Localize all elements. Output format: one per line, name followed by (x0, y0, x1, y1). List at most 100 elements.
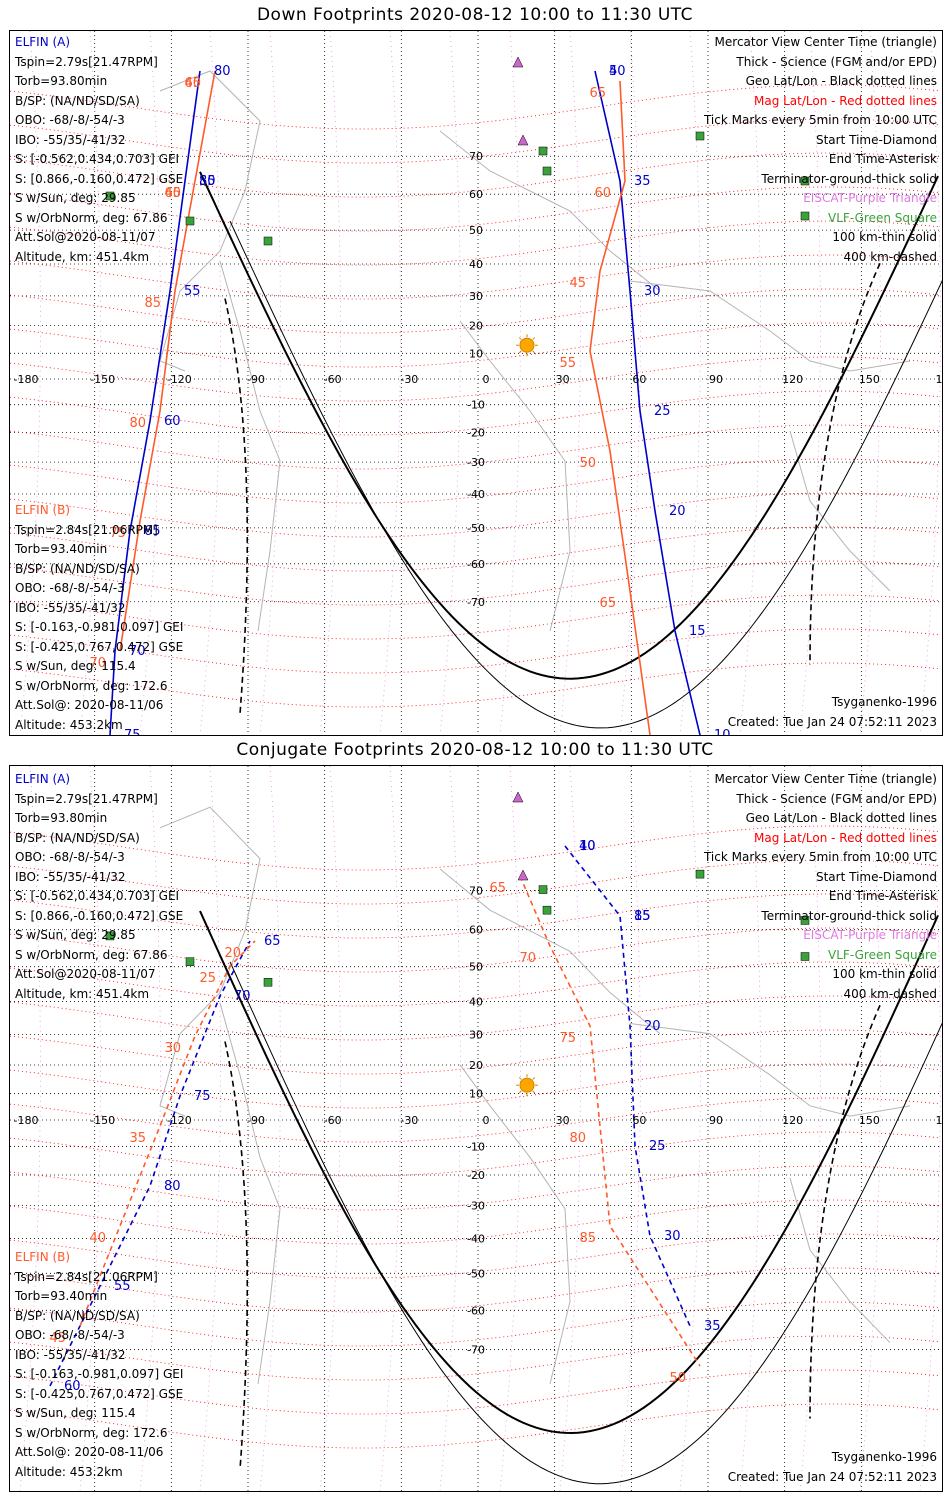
probe-a-tick: 30 (664, 1229, 681, 1244)
lon-tick-label: -180 (14, 1114, 39, 1127)
lon-tick-label: -30 (400, 1114, 418, 1127)
lon-tick-label: 180 (936, 1114, 943, 1127)
lon-tick-label: 180 (936, 373, 943, 386)
probe-b-tick: 45 (164, 186, 181, 201)
vlf-square (695, 869, 705, 879)
probe-a-track (564, 845, 691, 1327)
probe-a-tick: 10 (579, 839, 596, 854)
probe-a-tick: 85 (634, 909, 651, 924)
probe-a-line: B/SP: (NA/ND/SD/SA) (15, 830, 140, 845)
mag-parallel (10, 186, 939, 232)
vlf-square (800, 176, 810, 186)
coastline (789, 430, 891, 592)
probe-b-line: S: [-0.425,0.767,0.472] GSE (15, 639, 184, 654)
legend-item: End Time-Asterisk (828, 152, 937, 166)
mag-meridian (259, 31, 281, 735)
probe-b-line: S w/OrbNorm, deg: 172.6 (15, 678, 168, 693)
probe-a-tick: 10 (714, 728, 731, 735)
probe-a-line: Torb=93.80min (15, 811, 108, 825)
sun-ray (518, 1090, 522, 1094)
coastlines (159, 806, 911, 1385)
probe-a-tick: 70 (234, 989, 251, 1004)
lat-tick-label: -60 (467, 558, 485, 571)
legend-item: 400 km-dashed (843, 986, 937, 1001)
probe-a-line: Altitude, km: 451.4km (15, 986, 150, 1001)
terminator-100km (229, 220, 942, 729)
mag-parallel (10, 825, 939, 871)
probe-b-line: B/SP: (NA/ND/SD/SA) (15, 1308, 140, 1323)
vlf-square (800, 211, 810, 221)
probe-a-line: S: [0.866,-0.160,0.472] GSE (15, 908, 184, 923)
mag-parallel (10, 424, 939, 470)
lat-tick-label: 50 (469, 961, 483, 974)
mag-parallel (10, 288, 939, 334)
terminator (199, 910, 942, 1485)
probe-b-line: S: [-0.425,0.767,0.472] GSE (15, 1386, 184, 1401)
probe-a-tick: 75 (194, 1089, 211, 1104)
terminator-ground (199, 910, 939, 1435)
probe-b-tick: 60 (594, 186, 611, 201)
eiscat-triangle (517, 869, 529, 881)
mag-meridian (799, 31, 821, 735)
legend-item: EISCAT-Purple Triangle (803, 928, 937, 942)
terminator-400km (809, 1004, 881, 1419)
probe-a-tick: 60 (64, 1379, 81, 1394)
panel-1-title: Down Footprints 2020-08-12 10:00 to 11:3… (256, 5, 694, 25)
lon-tick-label: 0 (483, 1114, 490, 1127)
probe-b-track (119, 70, 216, 652)
lon-tick-label: -180 (14, 373, 39, 386)
probe-a-line: Tspin=2.79s[21.47RPM] (15, 791, 158, 806)
model-label: Tsyganenko-1996 (831, 1450, 937, 1464)
probe-b-tick: 55 (559, 356, 576, 371)
probe-a-tick: 65 (144, 524, 161, 539)
mag-parallel (10, 1131, 939, 1177)
probe-a-tick: 25 (649, 1139, 666, 1154)
probe-b-tick: 70 (89, 656, 106, 671)
probe-a-tick: 5 (609, 64, 617, 79)
legend-item: Mercator View Center Time (triangle) (714, 772, 937, 786)
geo-grid (10, 31, 942, 735)
legend-item: Terminator-ground-thick solid (761, 171, 937, 186)
mag-parallel (10, 356, 939, 402)
mag-meridian (439, 31, 461, 735)
legend-item: Start Time-Diamond (815, 132, 937, 147)
legend-item: Tick Marks every 5min from 10:00 UTC (703, 113, 937, 127)
probe-b-tick: 50 (669, 1371, 686, 1386)
mag-parallel (10, 1403, 939, 1449)
mag-parallel (10, 390, 939, 436)
probe-a-line: S: [-0.562,0.434,0.703] GEI (15, 152, 180, 166)
sun-ray (518, 350, 522, 354)
lat-tick-label: 20 (469, 1059, 483, 1072)
lat-tick-label: 40 (469, 996, 483, 1009)
terminator-400km (224, 1041, 249, 1470)
probe-b-line: S w/Sun, deg: 115.4 (15, 1406, 136, 1420)
probe-a-tick: 80 (214, 64, 231, 79)
mag-parallel (10, 995, 939, 1041)
lon-tick-label: 120 (782, 373, 803, 386)
lat-tick-label: 60 (469, 924, 483, 937)
eiscat-triangle (517, 134, 529, 146)
lon-tick-label: 150 (859, 373, 880, 386)
sun-ray (532, 337, 536, 340)
lat-tick-label: -50 (467, 1267, 485, 1280)
probe-a-tick: 85 (199, 174, 216, 189)
lat-tick-label: 70 (469, 150, 483, 163)
probe-a-tick: 25 (654, 404, 671, 419)
vlf-square (538, 146, 548, 156)
lon-tick-label: 60 (632, 373, 646, 386)
coastlines (159, 70, 911, 632)
lon-tick-label: -90 (247, 1114, 265, 1127)
mag-parallel (10, 84, 939, 130)
vlf-square (800, 916, 810, 925)
terminator-100km (229, 961, 942, 1485)
sun-icon (519, 337, 535, 353)
lat-tick-label: 20 (469, 320, 483, 333)
lon-tick-label: 30 (556, 373, 570, 386)
probe-a-line: S w/OrbNorm, deg: 67.86 (15, 210, 168, 225)
mag-parallel (10, 152, 939, 198)
mag-grid (10, 766, 941, 1491)
lon-tick-label: -120 (167, 1114, 192, 1127)
probe-b-line: S: [-0.163,-0.981,0.097] GEI (15, 1367, 184, 1381)
probe-a-tick: 35 (634, 174, 651, 189)
station-markers (105, 791, 810, 1097)
